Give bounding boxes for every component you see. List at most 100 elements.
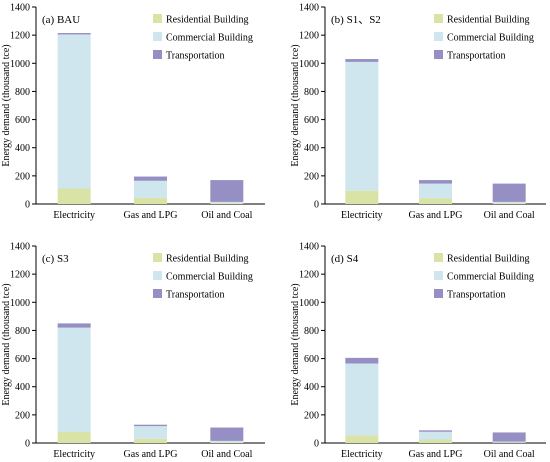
- chart-panel-2: 0 200 400 600 800 1000 1200 1400 Energy demand (…: [290, 3, 546, 221]
- y-tick-label: 1000: [10, 298, 30, 309]
- bar-commercial: [57, 34, 91, 189]
- bar-transportation: [492, 183, 526, 202]
- legend-label-commercial: Commercial Building: [447, 272, 534, 283]
- panel-title: (d) S4: [331, 253, 359, 265]
- y-axis-label: Energy demand (thousand tce): [290, 283, 301, 405]
- x-category-label: Gas and LPG: [124, 449, 178, 460]
- y-tick-label: 1000: [299, 298, 319, 309]
- bar-residential: [134, 197, 167, 204]
- bar-transportation: [419, 430, 452, 432]
- legend-swatch-transportation: [153, 50, 162, 59]
- y-tick-label: 1000: [299, 59, 319, 70]
- y-tick-label: 400: [15, 382, 30, 393]
- y-tick-label: 800: [15, 326, 30, 337]
- bar-residential: [57, 431, 91, 443]
- x-category-label: Oil and Coal: [484, 449, 535, 460]
- legend-swatch-residential: [434, 14, 443, 23]
- legend-label-commercial: Commercial Building: [166, 33, 253, 44]
- bar-residential: [345, 435, 379, 443]
- bar-residential: [419, 439, 452, 443]
- bar-commercial: [57, 327, 91, 432]
- y-axis-label: Energy demand (thousand tce): [1, 283, 12, 405]
- y-tick-label: 1200: [299, 31, 319, 42]
- legend-label-transportation: Transportation: [447, 51, 506, 62]
- y-tick-label: 0: [25, 439, 30, 450]
- bar-commercial: [492, 201, 526, 204]
- y-tick-label: 1400: [299, 3, 319, 14]
- y-tick-label: 1400: [10, 3, 30, 14]
- bar-residential: [210, 442, 244, 443]
- y-tick-label: 200: [304, 171, 319, 182]
- y-tick-label: 600: [304, 354, 319, 365]
- bar-commercial: [419, 431, 452, 440]
- bar-transportation: [134, 424, 167, 427]
- y-tick-label: 0: [314, 200, 319, 211]
- bar-residential: [492, 203, 526, 204]
- bar-commercial: [134, 426, 167, 439]
- y-tick-label: 1000: [10, 59, 30, 70]
- legend-swatch-residential: [153, 253, 162, 262]
- bar-commercial: [345, 363, 379, 436]
- y-tick-label: 400: [304, 143, 319, 154]
- legend-label-residential: Residential Building: [166, 254, 249, 265]
- y-tick-label: 0: [25, 200, 30, 211]
- panel-title: (c) S3: [42, 253, 69, 265]
- x-category-label: Electricity: [341, 210, 383, 221]
- bar-transportation: [492, 432, 526, 442]
- bar-commercial: [210, 201, 244, 204]
- legend-label-residential: Residential Building: [447, 15, 530, 26]
- bar-commercial: [345, 61, 379, 191]
- y-axis-label: Energy demand (thousand tce): [290, 44, 301, 166]
- legend-label-residential: Residential Building: [166, 15, 249, 26]
- chart-panel-3: 0 200 400 600 800 1000 1200 1400 Energy demand (…: [1, 242, 265, 460]
- x-category-label: Gas and LPG: [409, 210, 463, 221]
- y-tick-label: 800: [304, 87, 319, 98]
- legend-label-residential: Residential Building: [447, 254, 530, 265]
- x-category-label: Oil and Coal: [201, 449, 252, 460]
- y-tick-label: 1400: [10, 242, 30, 253]
- y-tick-label: 800: [15, 87, 30, 98]
- y-tick-label: 0: [314, 439, 319, 450]
- legend-label-commercial: Commercial Building: [447, 33, 534, 44]
- panel-title: (b) S1、S2: [331, 14, 381, 26]
- x-category-label: Electricity: [53, 210, 95, 221]
- y-axis-label: Energy demand (thousand tce): [1, 44, 12, 166]
- legend-swatch-commercial: [153, 271, 162, 280]
- bar-transportation: [57, 33, 91, 35]
- y-tick-label: 1200: [10, 31, 30, 42]
- legend-swatch-transportation: [153, 289, 162, 298]
- bar-transportation: [134, 176, 167, 181]
- legend-swatch-transportation: [434, 289, 443, 298]
- x-category-label: Gas and LPG: [409, 449, 463, 460]
- bar-commercial: [134, 180, 167, 198]
- chart-panel-1: 0 200 400 600 800 1000 1200 1400 Energy demand (…: [1, 3, 265, 221]
- legend-label-transportation: Transportation: [447, 290, 506, 301]
- y-tick-label: 400: [304, 382, 319, 393]
- legend-swatch-residential: [434, 253, 443, 262]
- y-tick-label: 400: [15, 143, 30, 154]
- bar-commercial: [210, 440, 244, 443]
- legend-label-transportation: Transportation: [166, 290, 225, 301]
- y-tick-label: 1200: [299, 270, 319, 281]
- bar-residential: [419, 198, 452, 204]
- y-tick-label: 1200: [10, 270, 30, 281]
- panel-title: (a) BAU: [42, 14, 80, 26]
- legend-swatch-commercial: [434, 32, 443, 41]
- bar-residential: [134, 438, 167, 443]
- y-tick-label: 600: [304, 115, 319, 126]
- y-tick-label: 200: [304, 410, 319, 421]
- bar-transportation: [210, 180, 244, 202]
- bar-commercial: [492, 441, 526, 443]
- legend-swatch-transportation: [434, 50, 443, 59]
- bar-transportation: [210, 427, 244, 441]
- bar-transportation: [57, 323, 91, 328]
- chart-panel-4: 0 200 400 600 800 1000 1200 1400 Energy demand (…: [290, 242, 546, 460]
- bar-residential: [57, 188, 91, 204]
- bar-residential: [345, 190, 379, 204]
- bar-transportation: [419, 180, 452, 184]
- bar-transportation: [345, 357, 379, 364]
- y-tick-label: 200: [15, 410, 30, 421]
- legend-swatch-commercial: [153, 32, 162, 41]
- legend-label-transportation: Transportation: [166, 51, 225, 62]
